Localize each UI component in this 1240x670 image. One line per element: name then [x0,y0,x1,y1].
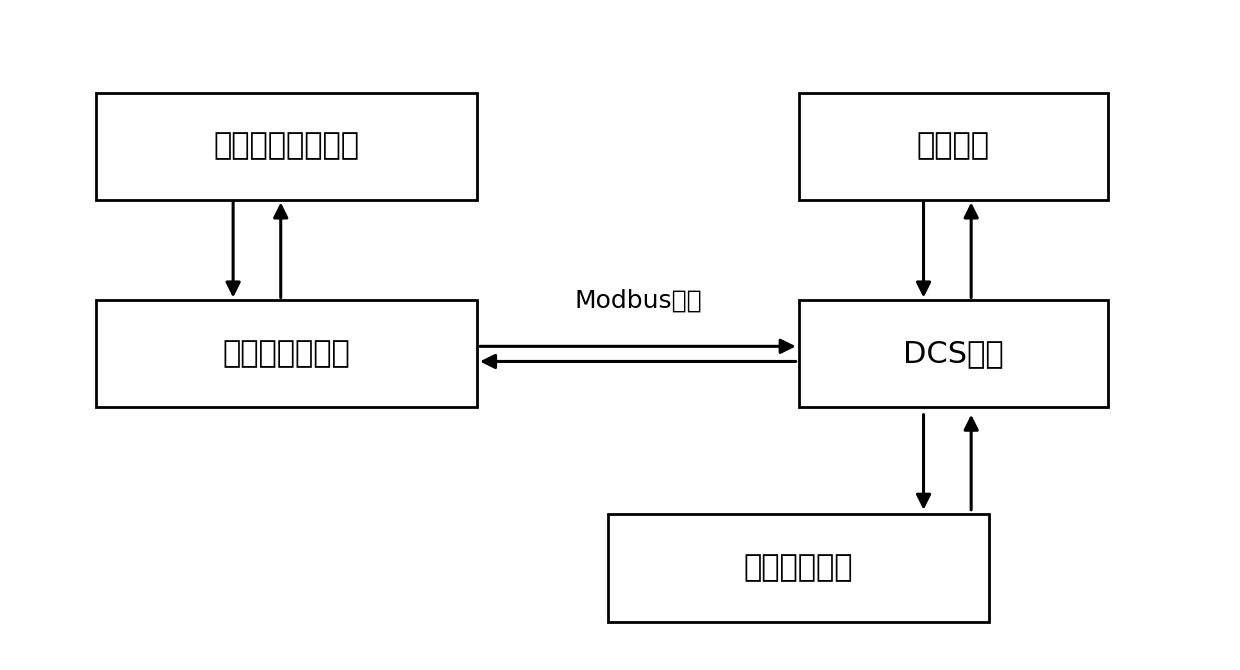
Bar [608,515,990,622]
Text: 操作员站: 操作员站 [916,131,990,161]
Bar [799,92,1109,200]
Text: 现场仪控设备: 现场仪控设备 [744,553,853,582]
Bar [799,300,1109,407]
Text: 脱硝优化组态软件: 脱硝优化组态软件 [213,131,360,161]
Bar [97,92,477,200]
Text: 脱硝优化控制器: 脱硝优化控制器 [223,340,351,368]
Bar [97,300,477,407]
Text: DCS系统: DCS系统 [903,340,1003,368]
Text: Modbus协议: Modbus协议 [574,289,702,313]
